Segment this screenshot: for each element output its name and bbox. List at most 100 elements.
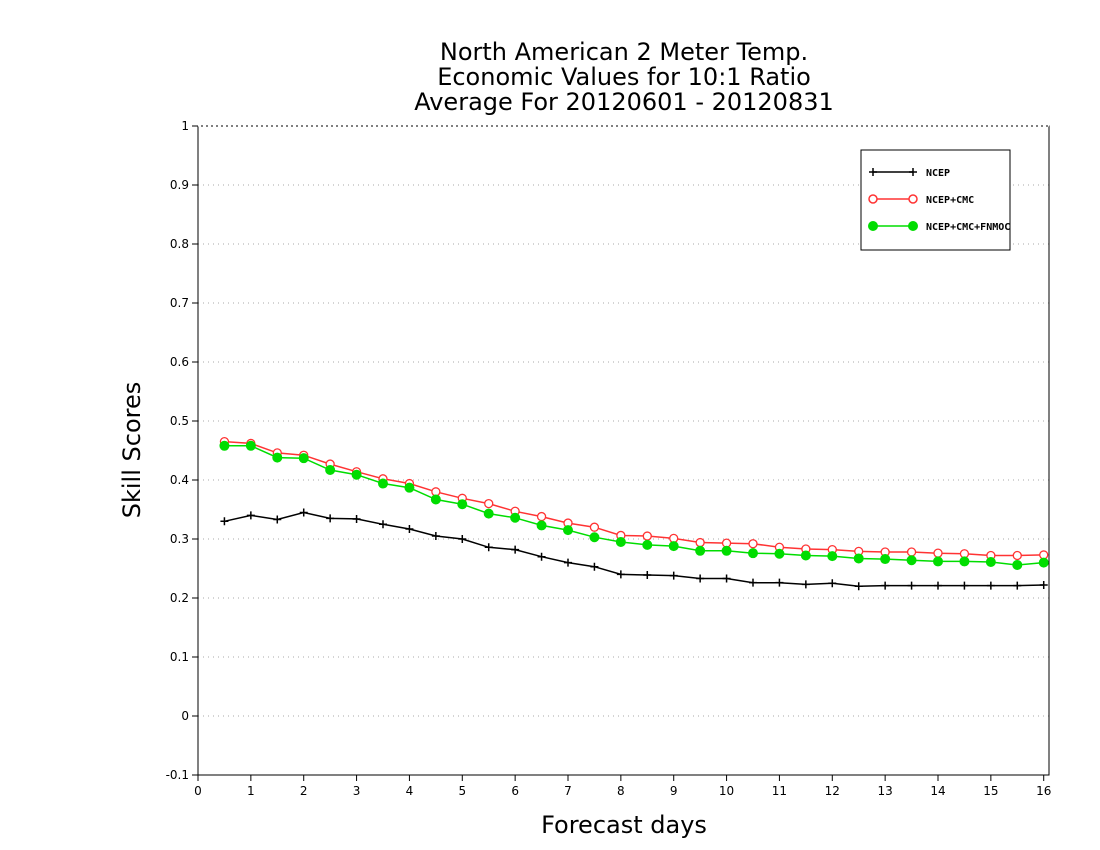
legend-box [860, 149, 1011, 251]
data-point [827, 551, 838, 562]
x-tick-label: 16 [1036, 784, 1051, 798]
series-layer [219, 436, 1049, 591]
data-point [220, 517, 229, 526]
data-point [669, 571, 678, 580]
data-point [246, 511, 255, 520]
data-point [854, 582, 863, 591]
legend-label-ncep-cmc: NCEP+CMC [926, 195, 974, 206]
data-point [907, 581, 916, 590]
data-point [1013, 581, 1022, 590]
data-point [537, 552, 546, 561]
data-point [378, 478, 388, 489]
x-tick-label: 7 [564, 784, 572, 798]
y-tick-label: 0.2 [170, 591, 189, 605]
x-tick-label: 5 [458, 784, 466, 798]
data-point [352, 514, 361, 523]
data-point [748, 548, 758, 559]
data-point [986, 581, 995, 590]
data-point [906, 555, 917, 566]
data-point [934, 581, 942, 590]
data-point [749, 578, 757, 587]
y-tick-label: 0.5 [170, 414, 189, 428]
data-point [695, 545, 706, 556]
data-point [484, 498, 494, 509]
data-point [959, 556, 970, 567]
series-line-ncep [224, 511, 1044, 587]
legend-marker-ncep-cmc-fnmoc-left [868, 221, 878, 231]
data-point [510, 512, 521, 523]
data-point [1012, 550, 1022, 561]
x-tick-label: 6 [511, 784, 519, 798]
x-tick-label: 1 [247, 784, 255, 798]
x-tick-label: 12 [825, 784, 840, 798]
title-line-3: Average For 20120601 - 20120831 [414, 88, 834, 116]
data-point [881, 581, 890, 590]
data-point [801, 580, 810, 589]
title-line-1: North American 2 Meter Temp. [440, 38, 808, 66]
x-tick-label: 14 [930, 784, 945, 798]
data-point [933, 556, 943, 567]
axes: -0.100.10.20.30.40.50.60.70.80.910 1 2 3 4 5 6… [166, 119, 1052, 798]
y-tick-label: 1 [181, 119, 189, 133]
legend-item-ncep-cmc: NCEP+CMC [868, 194, 974, 206]
data-point [589, 532, 600, 543]
title-line-2: Economic Values for 10:1 Ratio [437, 63, 811, 91]
data-point [615, 536, 626, 547]
data-point [668, 541, 679, 552]
data-point [722, 574, 731, 583]
y-tick-label: 0.9 [170, 178, 189, 192]
data-point [933, 548, 943, 558]
data-point [800, 550, 811, 561]
x-tick-label: 0 [194, 784, 202, 798]
x-tick-label: 9 [670, 784, 678, 798]
series-line-ncep-cmc [224, 440, 1044, 557]
chart-title: North American 2 Meter Temp. Economic Va… [414, 38, 834, 116]
x-tick-label: 4 [406, 784, 414, 798]
data-point [405, 524, 414, 533]
data-point [828, 579, 837, 588]
data-point [1038, 557, 1049, 568]
series-ncep-cmc [219, 436, 1049, 561]
x-tick-label: 3 [353, 784, 361, 798]
data-point [245, 440, 256, 451]
legend-label-ncep-cmc-fnmoc: NCEP+CMC+FNMOC [926, 222, 1010, 233]
data-point [272, 452, 283, 463]
data-point [430, 494, 441, 505]
data-point [273, 515, 282, 524]
data-point [298, 453, 309, 464]
y-tick-label: -0.1 [166, 768, 189, 782]
data-point [906, 547, 917, 557]
data-point [564, 558, 572, 567]
grid [198, 184, 1049, 717]
data-point [458, 535, 467, 543]
data-point [563, 525, 573, 536]
data-point [642, 539, 653, 550]
y-tick-label: 0.8 [170, 237, 189, 251]
legend-label-ncep: NCEP [926, 168, 950, 179]
data-point [1039, 581, 1048, 590]
data-point [616, 570, 625, 579]
data-point [1012, 559, 1023, 570]
data-point [536, 520, 547, 531]
y-axis-title: Skill Scores [118, 382, 146, 519]
data-point [774, 548, 785, 559]
legend-marker-ncep [869, 168, 917, 176]
data-point [484, 543, 493, 552]
data-point [590, 562, 599, 571]
x-axis-title: Forecast days [541, 811, 707, 839]
data-point [219, 440, 230, 451]
data-point [695, 537, 705, 548]
data-point [351, 469, 362, 480]
legend-marker-ncep-cmc-left [868, 194, 878, 204]
data-point [379, 520, 387, 529]
data-point [985, 557, 996, 568]
data-point [511, 545, 520, 554]
data-point [721, 545, 732, 556]
legend: NCEP NCEP+CMC NCEP+CMC+FNMOC [860, 149, 1011, 251]
series-ncep-cmc-fnmoc [219, 440, 1049, 570]
y-tick-label: 0.7 [170, 296, 189, 310]
y-tick-label: 0 [181, 709, 189, 723]
x-tick-label: 8 [617, 784, 625, 798]
legend-item-ncep-cmc-fnmoc: NCEP+CMC+FNMOC [868, 221, 1010, 233]
